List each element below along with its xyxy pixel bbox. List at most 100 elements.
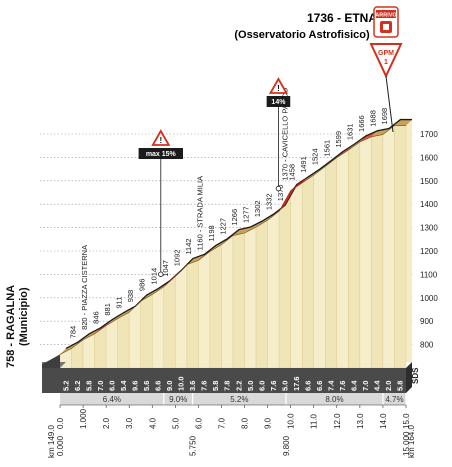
y-axis-ticks: 800 900 1000 1100 1200 1300 1400 1500 1600 1700 [420,130,438,350]
elevation-label: 846 [92,311,101,324]
profile-segment [382,125,395,369]
x-tick-label: 7.0 [217,417,226,429]
elevation-label: 1524 [311,148,320,165]
x-tick-label: 8.0 [241,417,250,429]
segment-gradient-label: 7.6 [200,381,209,391]
segment-gradient-label: 5.0 [280,381,289,391]
profile-edge-band [371,128,389,137]
elevation-label: 1370 [276,185,285,202]
warning-mark-icon: ! [277,84,280,93]
profile-segment [105,318,118,369]
elevation-label: 881 [103,303,112,316]
y-tick-label: 900 [420,317,434,326]
elevation-label: 1302 [253,200,262,217]
summit-title: 1736 - ETNA [307,11,377,25]
elevation-label: 1599 [334,131,343,148]
profile-segment [290,182,303,369]
elevation-label: 911 [115,297,124,309]
elevation-label: 1631 [345,123,354,140]
segment-gradient-label: 5.0 [246,381,255,391]
elevation-label: 1198 [207,225,216,241]
x-tick-label: 9.0 [264,417,273,429]
y-tick-label: 800 [420,341,434,350]
segment-gradient-label: 2.0 [384,381,393,391]
x-tick-label: 4.0 [148,417,157,429]
start-sublabel: (Municipio) [18,287,30,346]
x-tick-label: 2.0 [102,417,111,429]
sds-label: SDS [411,367,420,384]
segment-gradient-label: 5.8 [396,381,405,391]
segment-gradient-label: 9.6 [130,381,139,391]
x-tick-label: 6.0 [194,417,203,429]
gradient-section-label: 4.7% [385,395,403,404]
y-tick-label: 1700 [420,130,438,139]
steep-section-highlight [279,176,309,212]
segment-gradient-label: 5.8 [84,381,93,391]
start-label: 758 - RAGALNA [5,285,17,368]
annotations: max 15%! 14%! [138,77,309,287]
gradient-strip: 5.2 6.2 5.8 7.0 6.0 5.4 9.6 5.6 6.6 9.0 10.0 3.6 7.6… [42,362,412,405]
kom-pointer [385,75,394,133]
y-tick-label: 1200 [420,247,438,256]
profile-area [42,118,412,393]
profile-segment [232,232,245,369]
profile-segment [140,294,153,369]
gradient-section-label: 6.4% [103,395,121,404]
elevation-label: 1014 [149,268,158,285]
annotation-point [275,185,282,192]
finish-badge: ARRIVO [373,6,399,38]
y-tick-label: 1000 [420,294,438,303]
finish-badge-band [376,10,396,18]
gradient-strip-bg [42,368,406,393]
steep-section-highlight [163,258,193,287]
y-tick-label: 1500 [420,177,438,186]
elevation-label: 1688 [368,110,377,127]
kom-label: GPM [378,50,394,57]
annotation-box [266,96,291,107]
segment-gradient-label: 17.6 [292,376,301,391]
profile-line [65,118,412,350]
segment-gradient-label: 5.8 [211,381,220,391]
gradient-section-label: 9.0% [169,395,187,404]
elevation-label: 1370 - CAVICELLO PARCO [281,87,290,180]
x-tick-label: 10.0 [287,413,296,429]
profile-segment [278,189,291,369]
profile-edge-band [186,254,205,265]
profile-edge-band [359,130,378,142]
x-tick-label: 13.0 [356,413,365,429]
x-tick-label: 11.0 [310,413,319,429]
annotation-box [138,148,183,159]
elevation-label: 1266 [230,209,239,226]
annotation-text: max 15% [146,151,177,158]
profile-edge-band [244,221,263,233]
profile-segment [117,311,130,369]
profile-edge-band [233,226,251,236]
y-tick-label: 1100 [420,270,438,279]
elevation-label: 1491 [299,156,308,173]
distance-label: 15.000 [402,431,411,456]
segment-gradient-label: 10.0 [177,376,186,391]
segment-gradient-label: 7.8 [223,381,232,391]
segment-gradient-label: 6.6 [303,381,312,391]
profile-segment [255,219,268,369]
x-tick-label: 14.0 [379,413,388,429]
y-tick-label: 1300 [420,224,438,233]
distance-label: 9.800 [282,435,291,456]
x-tick-label: 12.0 [333,413,342,429]
elevation-label: 1332 [265,193,274,210]
segment-gradient-label: 6.0 [107,381,116,391]
elevation-label: 1698 [380,108,389,125]
x-tick-label: 5.0 [171,417,180,429]
annotation-text: 14% [271,99,286,106]
gradient-section-label: 8.0% [325,395,343,404]
segment-gradient-label: 6.4 [350,380,359,391]
profile-segment [129,300,141,369]
segment-gradient-label: 9.0 [165,381,174,391]
segment-gradient-label: 7.0 [96,381,105,391]
segment-gradient-label: 7.0 [361,381,370,391]
x-tick-label: 15.0 [402,413,411,429]
segment-gradient-label: 3.6 [188,381,197,391]
profile-front-line [59,125,406,355]
profile-segment [209,244,222,369]
